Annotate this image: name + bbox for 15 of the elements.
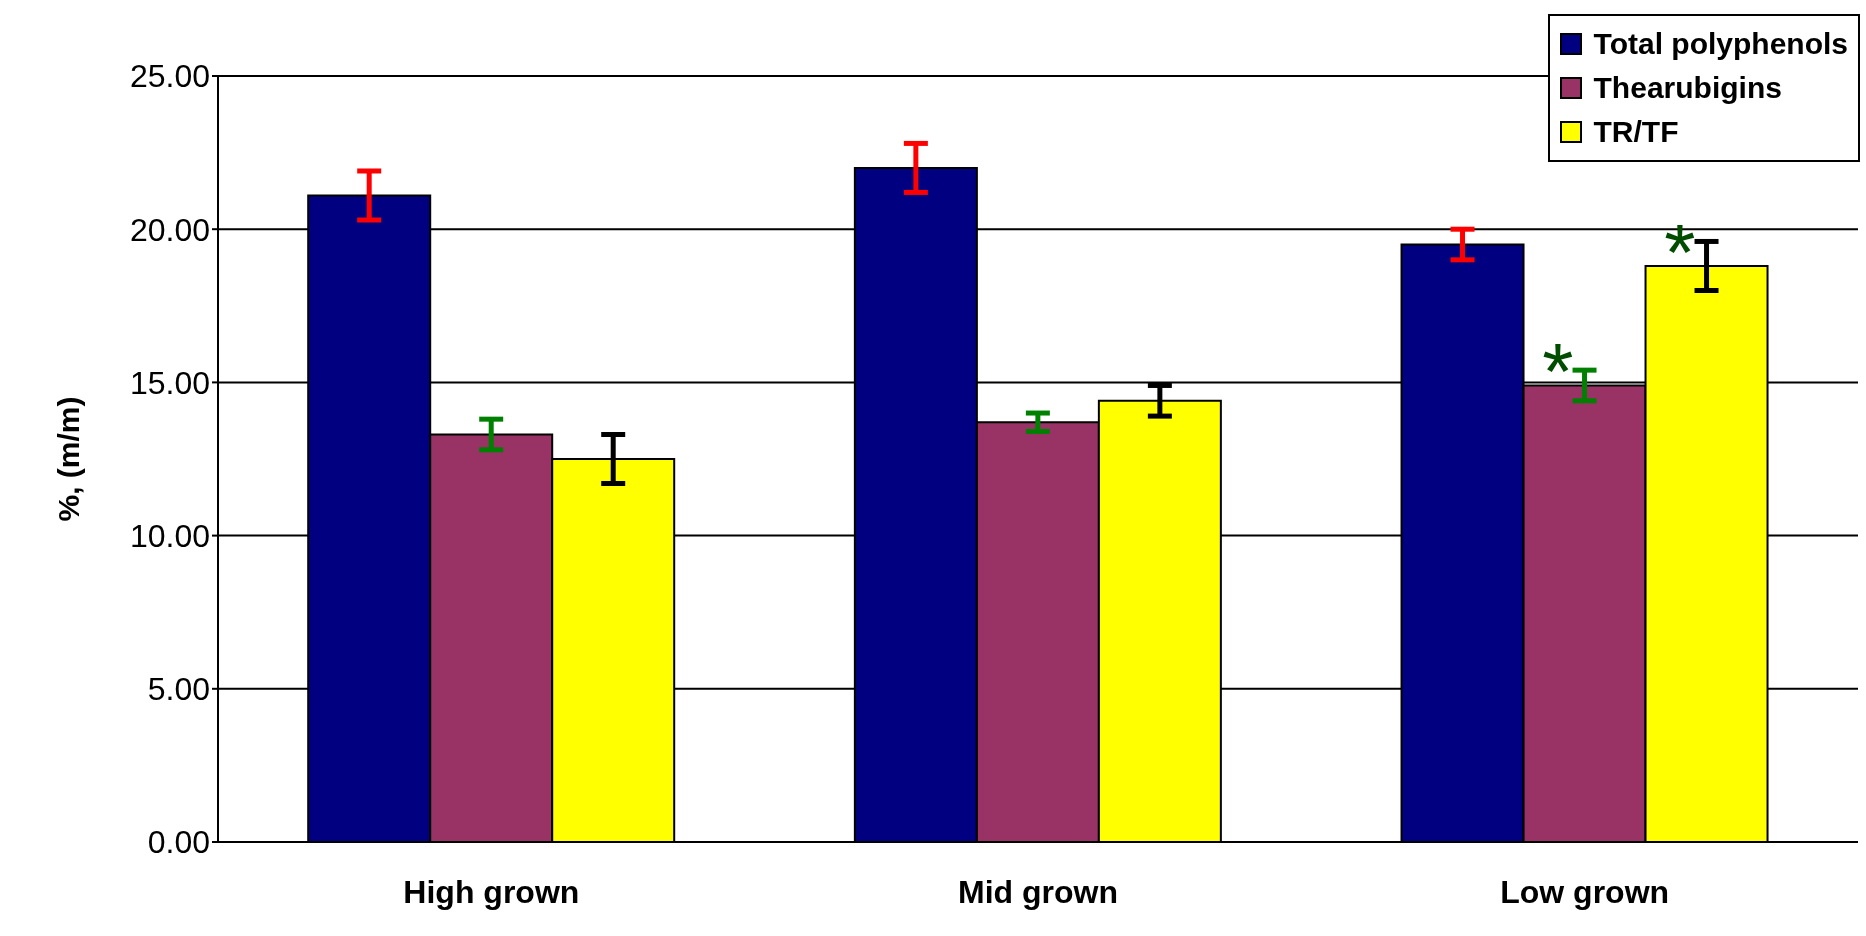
legend-label: Total polyphenols [1593,26,1848,62]
x-tick-label: High grown [403,873,580,910]
legend-label: TR/TF [1593,114,1679,150]
y-tick-label: 20.00 [129,211,210,248]
x-tick-label: Mid grown [958,873,1118,910]
x-tick-label: Low grown [1500,873,1670,910]
y-tick-label: 15.00 [129,364,210,401]
annotation: * [1542,327,1574,417]
y-tick-label: 0.00 [147,824,210,861]
y-tick-label: 25.00 [129,58,210,95]
y-axis-title: %, (m/m) [51,396,85,522]
y-tick-label: 10.00 [129,517,210,554]
annotation: * [1664,207,1696,297]
y-tick-label: 5.00 [147,671,210,708]
legend-label: Thearubigins [1593,70,1782,106]
